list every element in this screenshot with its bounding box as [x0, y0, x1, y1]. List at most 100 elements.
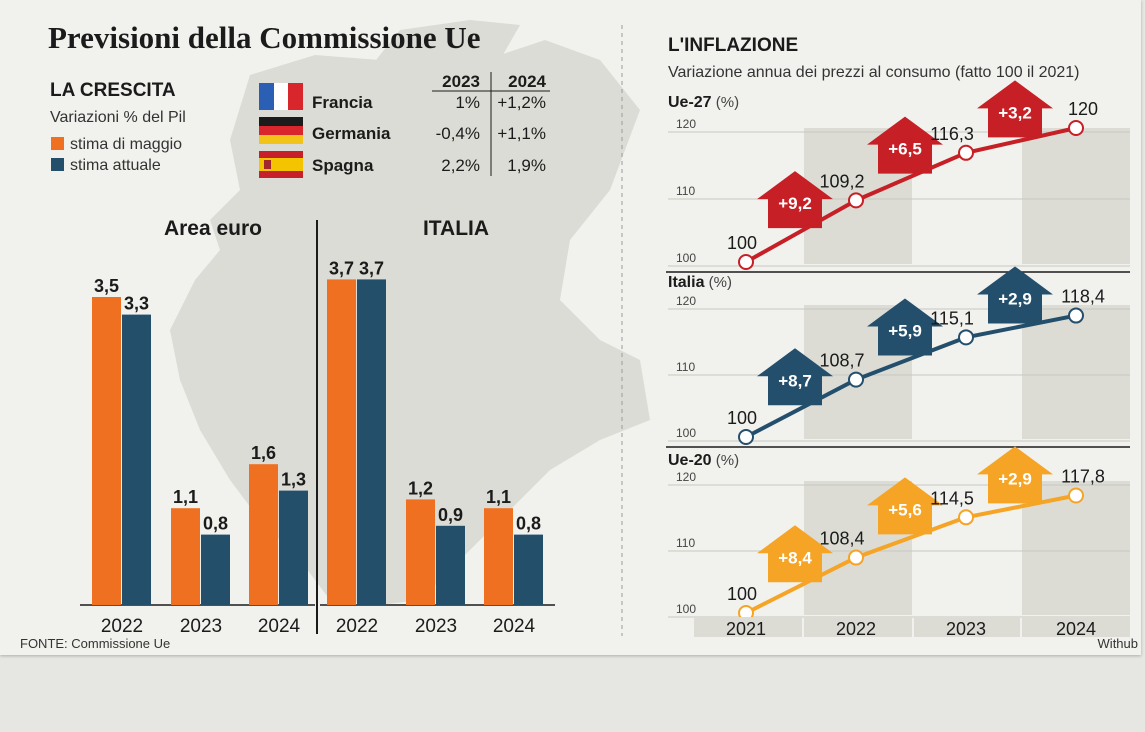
- line-panel-italia: 100 110 120 Italia (%) +8,7 +5,9 +2,9 100 108,7 1…: [666, 266, 1130, 448]
- inflazione-heading: L'INFLAZIONE: [668, 35, 798, 56]
- italia-line: [745, 313, 1077, 439]
- area-euro-label-2022-attuale: 3,3: [124, 294, 149, 314]
- italia-arrow-2023: [867, 298, 943, 356]
- x-axis-cell-2022: [804, 617, 912, 637]
- table-spagna-2024: 1,9%: [507, 156, 546, 175]
- x-axis-cell-2021: [694, 617, 802, 637]
- area-euro-bar-2023-attuale: [201, 534, 230, 605]
- legend-swatch-attuale: [51, 158, 64, 171]
- europe-map-silhouette: [170, 40, 650, 605]
- area-euro-label-2022-maggio: 3,5: [94, 276, 119, 296]
- legend-label-maggio: stima di maggio: [70, 136, 182, 153]
- area-euro-title: Area euro: [164, 217, 262, 240]
- ue20-change-2024: +2,9: [998, 469, 1032, 488]
- scandinavia-silhouette: [360, 20, 520, 110]
- ue27-point-2023: [958, 144, 974, 161]
- italia-band-2024: [1022, 305, 1130, 439]
- table-col-2024: 2024: [508, 72, 546, 91]
- italia-bar-2022-maggio: [327, 279, 356, 605]
- ue20-line: [745, 493, 1077, 615]
- table-country-francia: Francia: [312, 93, 373, 112]
- inflation-line-charts: 100 110 120 Ue-27 (%) +9,2 +6,5 +3,2 100 109,2 11…: [666, 80, 1130, 639]
- area-euro-bar-2024-attuale: [279, 490, 308, 605]
- italia-change-2024: +2,9: [998, 289, 1032, 308]
- italia-label-2024-maggio: 1,1: [486, 487, 511, 507]
- table-country-spagna: Spagna: [312, 156, 374, 175]
- italia-title: Italia (%): [668, 274, 732, 291]
- ue20-change-2023: +5,6: [888, 500, 922, 519]
- italia-ytick-110: 110: [676, 360, 695, 374]
- spain-flag: [259, 151, 303, 178]
- ue27-point-2022: [848, 192, 864, 209]
- ue27-arrow-2022: [757, 171, 833, 229]
- italia-value-2022: 108,7: [819, 351, 864, 371]
- france-flag: [259, 83, 303, 110]
- italia-point-2024: [1068, 307, 1084, 324]
- ue20-point-2024: [1068, 487, 1084, 504]
- line-x-axis: 2021 2022 2023 2024: [694, 617, 1130, 639]
- area-euro-tick-2022: 2022: [101, 616, 143, 637]
- table-germania-2023: -0,4%: [436, 124, 480, 143]
- ue27-arrow-2024: [977, 80, 1053, 138]
- italia-bar-2024-maggio: [484, 508, 513, 605]
- italia-bar-2022-attuale: [357, 279, 386, 605]
- ue27-ytick-100: 100: [676, 251, 696, 265]
- italia-point-2023: [958, 329, 974, 346]
- table-country-germania: Germania: [312, 124, 391, 143]
- ue20-ytick-100: 100: [676, 602, 696, 616]
- area-euro-tick-2023: 2023: [180, 616, 222, 637]
- credit-note: Withub: [1098, 636, 1138, 651]
- crescita-subtitle: Variazioni % del Pil: [50, 109, 186, 126]
- legend-label-attuale: stima attuale: [70, 157, 161, 174]
- ue20-value-2023: 114,5: [930, 488, 974, 508]
- italia-value-2021: 100: [727, 408, 757, 428]
- ue20-arrow-2024: [977, 446, 1053, 504]
- italia-tick-2024: 2024: [493, 616, 536, 637]
- ue27-change-2022: +9,2: [778, 194, 812, 213]
- ue27-value-2024: 120: [1068, 99, 1098, 119]
- crescita-heading: LA CRESCITA: [50, 80, 176, 101]
- ue20-arrow-2023: [867, 477, 943, 535]
- table-francia-2023: 1%: [455, 93, 480, 112]
- ue20-value-2021: 100: [727, 584, 757, 604]
- ue27-point-2021: [738, 254, 754, 270]
- x-axis-label-2022: 2022: [836, 619, 876, 639]
- area-euro-label-2024-attuale: 1,3: [281, 470, 306, 490]
- germany-flag: [259, 117, 303, 144]
- ue27-change-2024: +3,2: [998, 103, 1032, 122]
- ue20-ytick-110: 110: [676, 536, 695, 550]
- italia-ytick-120: 120: [676, 294, 696, 308]
- ue20-ytick-120: 120: [676, 470, 696, 484]
- table-germania-2024: +1,1%: [497, 124, 546, 143]
- bar-chart-area-euro: Area euro 3,53,3 2022 1,10,8 2023 1,61,3 2024: [80, 217, 315, 637]
- x-axis-label-2024: 2024: [1056, 619, 1096, 639]
- italia-title: ITALIA: [423, 217, 489, 240]
- ue27-ytick-120: 120: [676, 117, 696, 131]
- italia-arrow-2022: [757, 348, 833, 406]
- ue27-point-2024: [1068, 120, 1084, 136]
- ue27-change-2023: +6,5: [888, 140, 922, 159]
- page-title: Previsioni della Commissione Ue: [48, 20, 481, 55]
- inflazione-subtitle: Variazione annua dei prezzi al consumo (…: [668, 64, 1080, 81]
- ue27-arrow-2023: [867, 116, 943, 174]
- x-axis-label-2021: 2021: [726, 619, 766, 639]
- bar-chart-italia: ITALIA 3,7 3,7 2022 1,20,9 2023 1,10,8 2024: [320, 217, 555, 637]
- area-euro-bar-2023-maggio: [171, 508, 200, 605]
- table-francia-2024: +1,2%: [497, 93, 546, 112]
- area-euro-label-2023-attuale: 0,8: [203, 514, 228, 534]
- ue20-point-2023: [958, 509, 974, 526]
- table-col-2023: 2023: [442, 72, 480, 91]
- italia-value-2023: 115,1: [930, 308, 974, 328]
- italia-label-2022-attuale: 3,7: [359, 258, 384, 278]
- line-panel-ue27: 100 110 120 Ue-27 (%) +9,2 +6,5 +3,2 100 109,2 11…: [666, 80, 1130, 273]
- italia-title-name: Italia: [668, 274, 705, 291]
- italia-change-2023: +5,9: [888, 321, 922, 340]
- area-euro-tick-2024: 2024: [258, 616, 301, 637]
- ue27-title: Ue-27 (%): [668, 94, 739, 111]
- table-spagna-2023: 2,2%: [441, 156, 480, 175]
- ue27-line: [745, 126, 1077, 264]
- italia-label-2023-attuale: 0,9: [438, 505, 463, 525]
- infographic: Previsioni della Commissione Ue LA CRESC…: [20, 20, 1138, 651]
- italia-value-2024: 118,4: [1061, 287, 1105, 307]
